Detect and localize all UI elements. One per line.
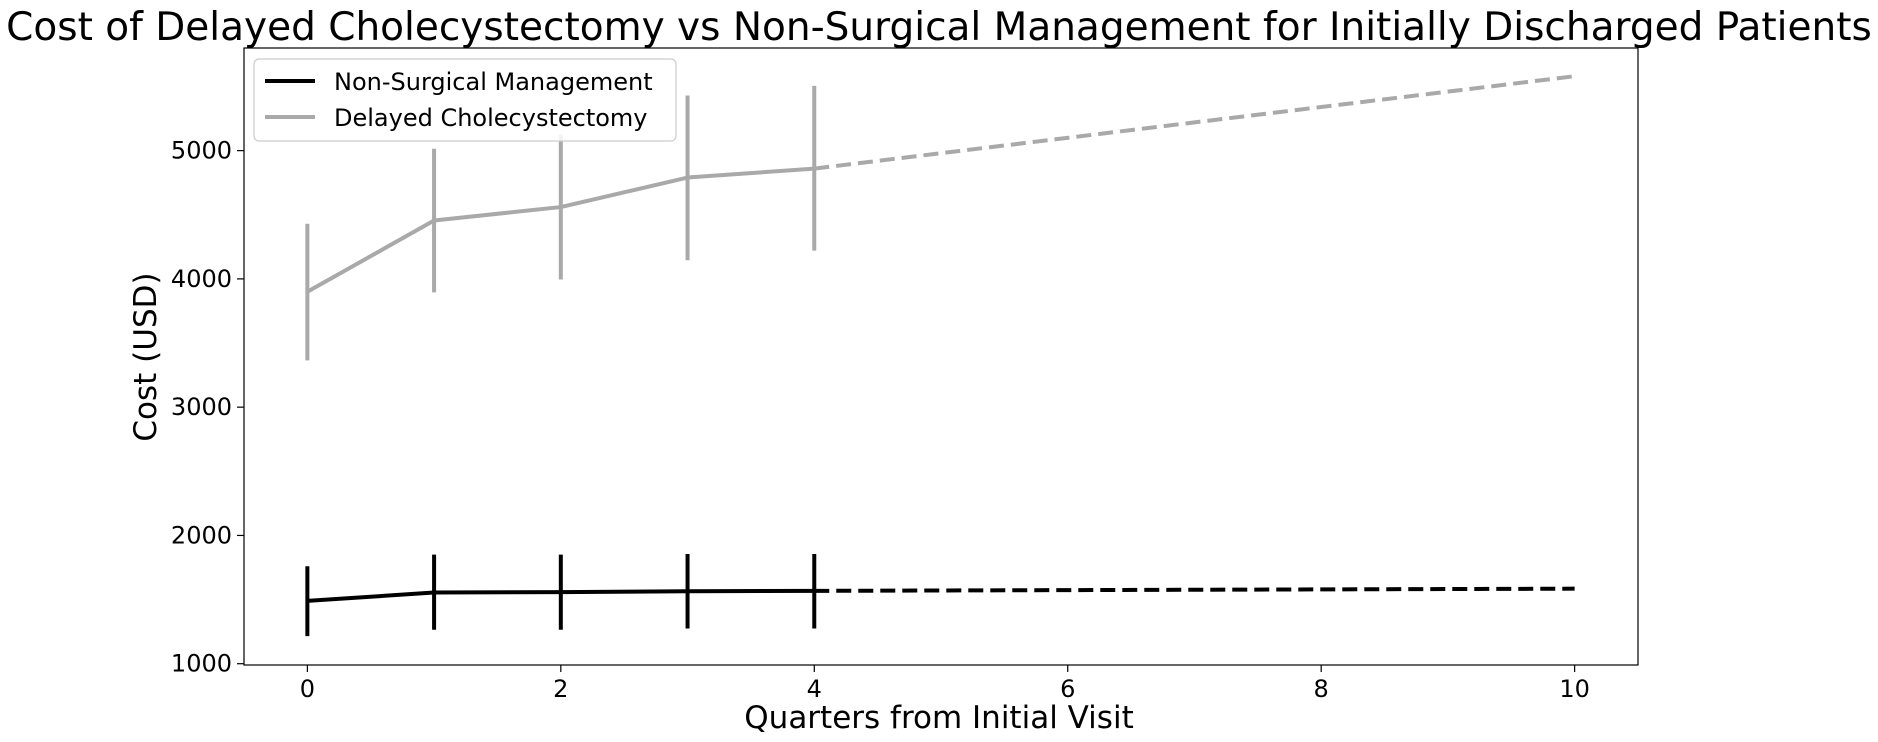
y-axis: 1000 2000 3000 4000 5000 <box>171 137 244 678</box>
projection-line-delayed <box>814 74 1575 171</box>
projection-line-non-surgical <box>814 586 1575 593</box>
y-tick-label: 1000 <box>171 650 232 678</box>
x-tick-label: 10 <box>1559 675 1590 703</box>
x-tick-label: 6 <box>1060 675 1075 703</box>
y-axis-label: Cost (USD) <box>128 272 164 441</box>
x-tick-label: 2 <box>553 675 568 703</box>
legend-label-delayed: Delayed Cholecystectomy <box>334 104 648 132</box>
legend: Non-Surgical Management Delayed Cholecys… <box>253 58 677 142</box>
y-tick-label: 2000 <box>171 521 232 549</box>
legend-box <box>253 58 677 142</box>
x-axis-label: Quarters from Initial Visit <box>744 700 1133 736</box>
y-tick-label: 3000 <box>171 393 232 421</box>
chart-title: Cost of Delayed Cholecystectomy vs Non-S… <box>6 5 1872 50</box>
plot-area <box>243 47 1639 666</box>
series-layer <box>305 74 1575 637</box>
series-non-surgical <box>305 554 1575 637</box>
x-axis: 0 2 4 6 8 10 <box>300 665 1590 703</box>
y-tick-label: 5000 <box>171 137 232 165</box>
series-delayed <box>305 74 1575 361</box>
y-tick-label: 4000 <box>171 265 232 293</box>
x-tick-label: 8 <box>1314 675 1329 703</box>
x-tick-label: 0 <box>300 675 315 703</box>
x-tick-label: 4 <box>807 675 822 703</box>
legend-label-non-surgical: Non-Surgical Management <box>334 68 653 96</box>
